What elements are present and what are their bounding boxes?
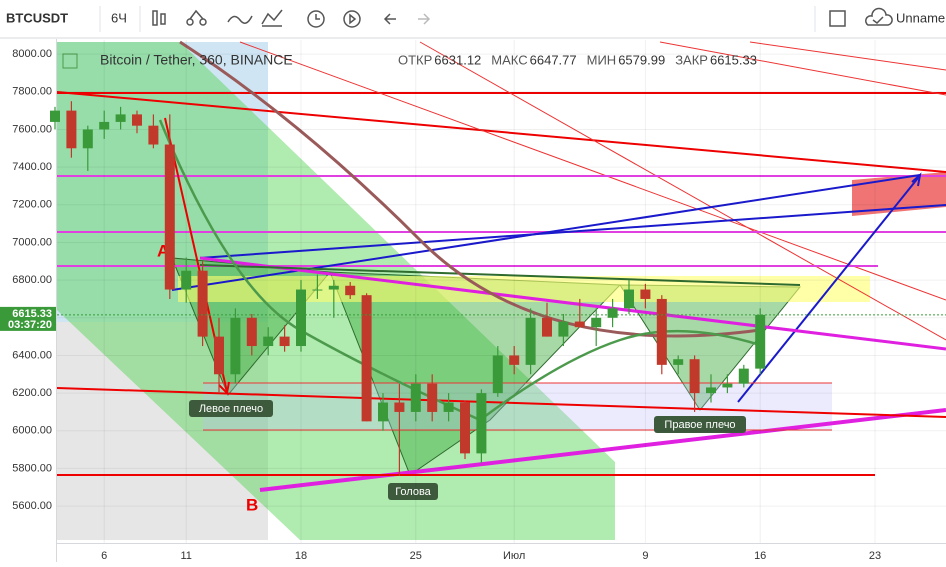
x-tick-label: 16 — [754, 550, 766, 562]
y-tick-label: 7000.00 — [12, 236, 52, 248]
candle-body — [460, 402, 470, 454]
y-tick-label: 7800.00 — [12, 86, 52, 98]
candle-body — [624, 289, 634, 309]
candle-body — [394, 402, 405, 412]
interval[interactable]: 6Ч — [111, 10, 127, 25]
candle-body — [378, 402, 388, 422]
candle-body — [591, 317, 602, 328]
y-axis-bg — [0, 39, 56, 562]
candle-body — [164, 144, 175, 290]
candle-body — [738, 368, 749, 384]
chart-legend: Bitcoin / Tether, 360, BINANCE ОТКР 6631.… — [62, 52, 757, 69]
candle-body — [410, 383, 421, 412]
y-tick-label: 5800.00 — [12, 462, 52, 474]
toolbar-bg — [0, 0, 946, 38]
x-tick-label: 6 — [101, 550, 107, 562]
candle-body — [558, 321, 569, 337]
candle-body — [361, 295, 372, 422]
candle-body — [574, 321, 585, 328]
candle-body — [263, 336, 274, 347]
legend-value: 6579.99 — [618, 52, 665, 67]
candle-body — [132, 114, 142, 126]
candle-body — [640, 289, 651, 299]
legend-label: МАКС — [491, 52, 527, 67]
candle-body — [230, 317, 241, 375]
toolbar: BTCUSDT 6Ч Unname — [0, 0, 946, 39]
candle-body — [66, 110, 77, 149]
y-tick-label: 7600.00 — [12, 123, 52, 135]
candle-body — [673, 359, 684, 365]
candle-body — [722, 383, 733, 388]
candle-body — [279, 336, 290, 347]
drawings — [56, 40, 946, 540]
candle-body — [443, 402, 454, 412]
candle-body — [82, 129, 93, 149]
y-tick-label: 7200.00 — [12, 199, 52, 211]
symbol[interactable]: BTCUSDT — [6, 10, 68, 25]
candle-body — [345, 285, 356, 296]
x-tick-label: 25 — [410, 550, 422, 562]
candle-body — [312, 289, 323, 291]
candle-body — [706, 387, 716, 394]
x-tick-label: 23 — [869, 550, 881, 562]
y-tick-label: 6200.00 — [12, 387, 52, 399]
x-tick-label: 11 — [180, 550, 191, 562]
countdown: 03:37:20 — [8, 319, 52, 331]
candle-body — [525, 317, 536, 365]
annotation-bg — [654, 416, 746, 433]
annotation: B — [246, 495, 258, 514]
candle-body — [492, 355, 503, 394]
candle-body — [689, 359, 700, 394]
candle-body — [607, 308, 618, 318]
chart-title: Bitcoin / Tether, 360, BINANCE — [100, 52, 293, 68]
annotation-bg — [388, 483, 438, 500]
x-tick-label: 9 — [642, 550, 648, 562]
legend-value: 6615.33 — [710, 52, 757, 67]
x-tick-label: 18 — [295, 550, 307, 562]
layout-name[interactable]: Unname — [896, 10, 945, 25]
y-tick-label: 5600.00 — [12, 500, 52, 512]
candle-body — [296, 289, 306, 347]
candle-body — [214, 336, 224, 375]
legend-label: ОТКР — [398, 52, 432, 67]
annotation: Голова — [395, 486, 431, 498]
candle-body — [99, 121, 110, 130]
candle-body — [656, 298, 667, 365]
legend-label: МИН — [587, 52, 617, 67]
last-price-label: 6615.33 — [12, 308, 52, 320]
y-tick-label: 6400.00 — [12, 349, 52, 361]
toolbar-icons[interactable] — [152, 7, 893, 28]
y-tick-label: 6000.00 — [12, 425, 52, 437]
legend-value: 6631.12 — [434, 52, 481, 67]
last-price-tag — [0, 306, 56, 331]
legend-value: 6647.77 — [530, 52, 577, 67]
candle-body — [427, 383, 438, 412]
y-tick-label: 8000.00 — [12, 48, 52, 60]
candle-body — [328, 285, 339, 290]
legend-label: ЗАКР — [675, 52, 708, 67]
annotation: Левое плечо — [199, 403, 263, 415]
candle-body — [246, 317, 257, 347]
annotation-bg — [189, 400, 273, 417]
candle-body — [476, 393, 487, 454]
candle-body — [115, 114, 126, 122]
candle-body — [755, 314, 766, 369]
candle-body — [509, 355, 520, 365]
candle-body — [50, 110, 60, 122]
candle-body — [181, 270, 192, 290]
y-tick-label: 7400.00 — [12, 161, 52, 173]
candle-body — [542, 317, 552, 337]
legend-icon[interactable] — [62, 53, 78, 69]
candle-body — [148, 125, 159, 145]
x-tick-label: Июл — [503, 550, 525, 562]
annotation: Правое плечо — [664, 419, 735, 431]
candle-body — [197, 270, 208, 337]
y-tick-label: 6800.00 — [12, 274, 52, 286]
